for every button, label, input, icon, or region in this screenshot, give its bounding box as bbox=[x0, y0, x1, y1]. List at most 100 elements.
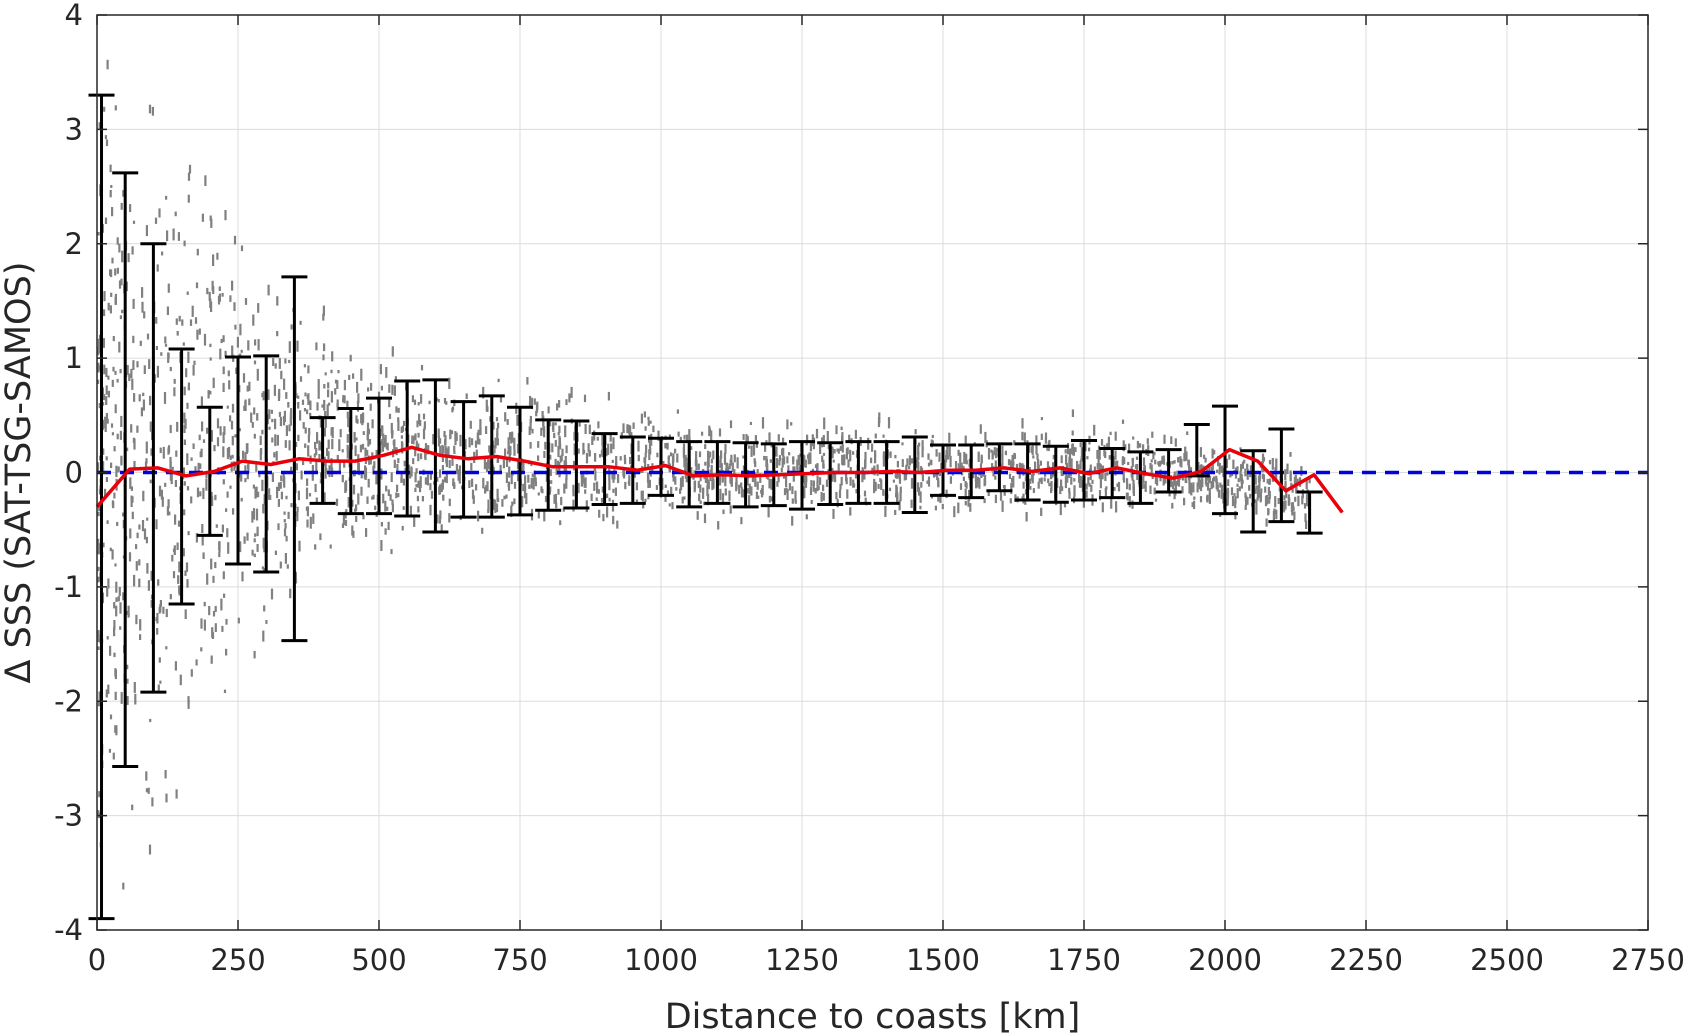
scatter-point bbox=[330, 391, 333, 403]
scatter-point bbox=[274, 434, 277, 447]
scatter-point bbox=[141, 520, 145, 532]
scatter-point bbox=[374, 505, 377, 511]
scatter-point bbox=[791, 516, 794, 526]
scatter-point bbox=[864, 459, 867, 470]
scatter-point bbox=[606, 493, 609, 498]
scatter-point bbox=[726, 466, 729, 472]
scatter-point bbox=[510, 505, 513, 518]
scatter-point bbox=[644, 457, 647, 468]
scatter-point bbox=[247, 464, 250, 470]
scatter-point bbox=[655, 485, 658, 490]
scatter-point bbox=[313, 453, 316, 458]
scatter-point bbox=[1199, 496, 1203, 503]
scatter-point bbox=[283, 528, 287, 537]
scatter-point bbox=[166, 506, 169, 516]
scatter-point bbox=[1173, 488, 1176, 500]
scatter-point bbox=[683, 434, 686, 440]
scatter-point bbox=[1093, 424, 1096, 436]
scatter-point bbox=[224, 350, 227, 357]
scatter-point bbox=[496, 488, 499, 501]
scatter-point bbox=[115, 465, 118, 478]
scatter-point bbox=[992, 467, 995, 474]
scatter-point bbox=[130, 368, 133, 379]
scatter-point bbox=[277, 499, 280, 507]
scatter-point bbox=[863, 490, 867, 497]
scatter-point bbox=[454, 440, 457, 446]
scatter-point bbox=[1258, 488, 1261, 498]
scatter-point bbox=[188, 164, 192, 174]
scatter-point bbox=[558, 400, 561, 408]
scatter-point bbox=[375, 449, 378, 456]
scatter-point bbox=[457, 469, 460, 481]
scatter-point bbox=[964, 435, 967, 446]
scatter-point bbox=[1162, 458, 1166, 465]
scatter-point bbox=[346, 411, 349, 419]
scatter-point bbox=[102, 402, 105, 406]
scatter-point bbox=[994, 494, 997, 504]
scatter-point bbox=[693, 470, 696, 476]
scatter-point bbox=[175, 789, 178, 799]
scatter-point bbox=[438, 515, 442, 524]
scatter-point bbox=[185, 562, 189, 572]
scatter-point bbox=[285, 535, 288, 542]
scatter-point bbox=[422, 413, 426, 420]
scatter-point bbox=[186, 453, 189, 465]
x-tick-label: 500 bbox=[351, 943, 406, 977]
scatter-point bbox=[256, 526, 259, 537]
scatter-point bbox=[482, 477, 485, 489]
scatter-point bbox=[145, 536, 148, 544]
scatter-point bbox=[109, 305, 112, 314]
scatter-point bbox=[979, 424, 982, 434]
scatter-point bbox=[419, 476, 422, 488]
error-bar bbox=[563, 419, 590, 510]
scatter-point bbox=[257, 339, 260, 351]
scatter-point bbox=[1215, 478, 1218, 490]
scatter-point bbox=[126, 696, 129, 705]
scatter-point bbox=[502, 459, 505, 469]
scatter-point bbox=[103, 364, 106, 375]
scatter-point bbox=[109, 714, 113, 720]
scatter-point bbox=[533, 470, 536, 482]
scatter-point bbox=[1101, 472, 1104, 480]
scatter-point bbox=[284, 553, 287, 564]
scatter-point bbox=[105, 689, 108, 698]
scatter-point bbox=[290, 466, 293, 471]
scatter-point bbox=[794, 490, 797, 502]
scatter-point bbox=[880, 479, 883, 490]
scatter-point bbox=[470, 462, 473, 471]
scatter-point bbox=[1283, 495, 1286, 501]
scatter-point bbox=[417, 432, 420, 438]
scatter-point bbox=[211, 496, 214, 506]
scatter-point bbox=[444, 446, 447, 457]
scatter-point bbox=[475, 449, 478, 460]
scatter-point bbox=[147, 580, 150, 591]
scatter-point bbox=[878, 412, 881, 424]
scatter-point bbox=[497, 497, 500, 503]
scatter-point bbox=[1238, 486, 1241, 492]
scatter-point bbox=[439, 510, 442, 519]
scatter-point bbox=[921, 440, 924, 451]
scatter-point bbox=[704, 444, 707, 449]
scatter-point bbox=[767, 505, 770, 518]
scatter-point bbox=[169, 456, 172, 469]
scatter-point bbox=[1275, 473, 1278, 481]
scatter-point bbox=[783, 456, 786, 465]
scatter-point bbox=[244, 478, 247, 483]
x-tick-label: 1000 bbox=[624, 943, 698, 977]
scatter-point bbox=[284, 523, 287, 529]
scatter-point bbox=[322, 313, 325, 321]
scatter-point bbox=[848, 434, 851, 442]
scatter-point bbox=[1024, 498, 1027, 505]
scatter-point bbox=[110, 185, 113, 188]
scatter-point bbox=[158, 208, 161, 218]
scatter-point bbox=[1168, 492, 1171, 497]
scatter-point bbox=[145, 225, 148, 237]
scatter-point bbox=[879, 478, 882, 482]
scatter-point bbox=[391, 346, 394, 357]
scatter-point bbox=[815, 428, 819, 439]
scatter-point bbox=[98, 346, 101, 354]
scatter-point bbox=[884, 505, 887, 517]
scatter-point bbox=[964, 500, 967, 506]
scatter-point bbox=[187, 531, 190, 536]
scatter-point bbox=[429, 471, 432, 480]
